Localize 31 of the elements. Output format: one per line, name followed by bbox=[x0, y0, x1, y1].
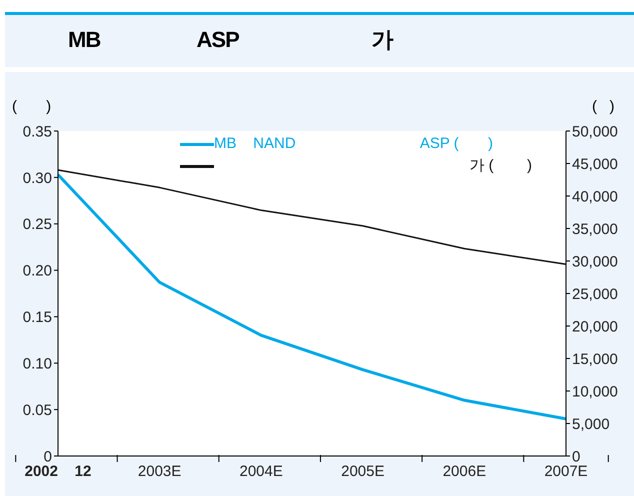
y-tick-label: 0.35 bbox=[22, 123, 52, 140]
text: 가 ( ) bbox=[470, 156, 532, 176]
y2-tick-label: 35,000 bbox=[572, 220, 618, 238]
y-tick-label: 0.10 bbox=[22, 355, 52, 372]
y-tick-label: 0.15 bbox=[22, 309, 52, 326]
y2-tick-label: 40,000 bbox=[572, 188, 618, 206]
x-tick-label: 2005E bbox=[341, 463, 384, 480]
y2-tick-label: 30,000 bbox=[572, 253, 618, 270]
y-tick-label: 0.05 bbox=[22, 402, 52, 419]
chart-title: MB ASP 가 bbox=[68, 26, 392, 54]
y2-axis-title: ( ) bbox=[592, 98, 614, 115]
y-tick-label: 0.25 bbox=[22, 216, 52, 234]
line-series bbox=[56, 173, 568, 420]
y2-tick-label: 20,000 bbox=[572, 318, 618, 336]
x-tick-label: 2007E bbox=[544, 463, 588, 480]
y2-tick-label: 50,000 bbox=[572, 123, 618, 140]
y2-tick-label: 10,000 bbox=[572, 383, 618, 400]
legend-label: MB NAND ASP ( ) bbox=[214, 134, 493, 154]
y2-tick-label: 0 bbox=[572, 448, 580, 466]
y-tick-label: 0 bbox=[44, 448, 52, 466]
x-tick-label: 2002 12 bbox=[24, 463, 92, 480]
y2-tick-label: 5,000 bbox=[572, 416, 610, 433]
y-axis-title: ( ) bbox=[12, 98, 52, 115]
y-tick-label: 0.20 bbox=[22, 262, 52, 280]
y2-tick-label: 25,000 bbox=[572, 286, 618, 303]
x-tick-label: 2006E bbox=[442, 463, 486, 480]
y2-tick-label: 45,000 bbox=[572, 156, 618, 173]
y-tick-label: 0.30 bbox=[22, 170, 52, 187]
x-tick-label: 2004E bbox=[240, 463, 283, 480]
y2-tick-label: 15,000 bbox=[572, 350, 618, 368]
x-tick-label: 2003E bbox=[138, 463, 182, 480]
